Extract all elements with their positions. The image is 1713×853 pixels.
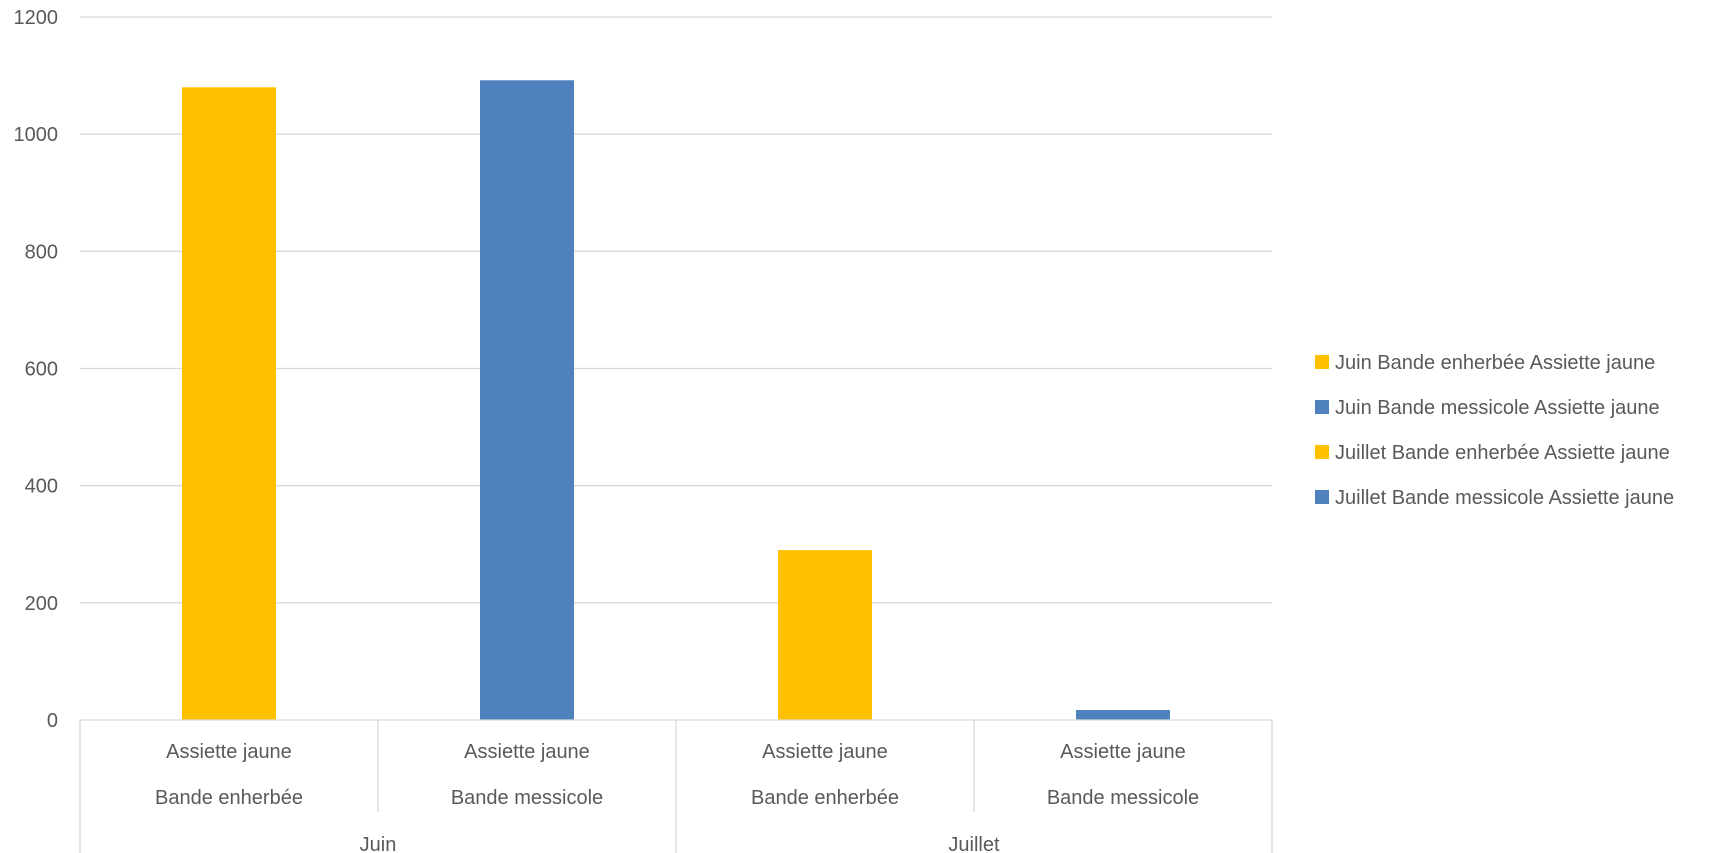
bars	[182, 80, 1170, 721]
x-subgroup-label: Bande enherbée	[155, 787, 303, 809]
x-category-label: Assiette jaune	[464, 741, 590, 763]
x-category-label: Assiette jaune	[166, 741, 292, 763]
x-subgroup-label: Bande messicole	[451, 787, 603, 809]
x-category-label: Assiette jaune	[1060, 741, 1186, 763]
x-subgroup-label: Bande enherbée	[751, 787, 899, 809]
legend-swatch	[1315, 445, 1329, 459]
y-tick-label: 1200	[14, 7, 59, 29]
legend-label: Juillet Bande enherbée Assiette jaune	[1335, 442, 1670, 464]
legend-swatch	[1315, 490, 1329, 504]
y-axis-ticks: 0 200 400 600 800 1000 1200	[14, 7, 59, 732]
x-subgroup-label: Bande messicole	[1047, 787, 1199, 809]
x-group-label: Juin	[360, 834, 397, 853]
bar	[778, 550, 872, 720]
x-axis: Assiette jaune Bande enherbée Assiette jau…	[79, 719, 1273, 853]
legend-label: Juin Bande messicole Assiette jaune	[1335, 397, 1660, 419]
legend-label: Juin Bande enherbée Assiette jaune	[1335, 352, 1655, 374]
bar	[480, 80, 574, 720]
x-category-label: Assiette jaune	[762, 741, 888, 763]
legend-label: Juillet Bande messicole Assiette jaune	[1335, 487, 1674, 509]
legend-swatch	[1315, 400, 1329, 414]
y-tick-label: 600	[25, 359, 58, 381]
y-tick-label: 200	[25, 593, 58, 615]
y-tick-label: 400	[25, 476, 58, 498]
x-group-label: Juillet	[948, 834, 1000, 853]
bar	[1076, 710, 1170, 720]
y-tick-label: 0	[47, 710, 58, 732]
bar	[182, 87, 276, 721]
legend-swatch	[1315, 355, 1329, 369]
y-tick-label: 800	[25, 241, 58, 263]
gridlines	[80, 16, 1272, 604]
legend: Juin Bande enherbée Assiette jaune Juin B…	[1315, 352, 1674, 509]
y-tick-label: 1000	[14, 124, 59, 146]
